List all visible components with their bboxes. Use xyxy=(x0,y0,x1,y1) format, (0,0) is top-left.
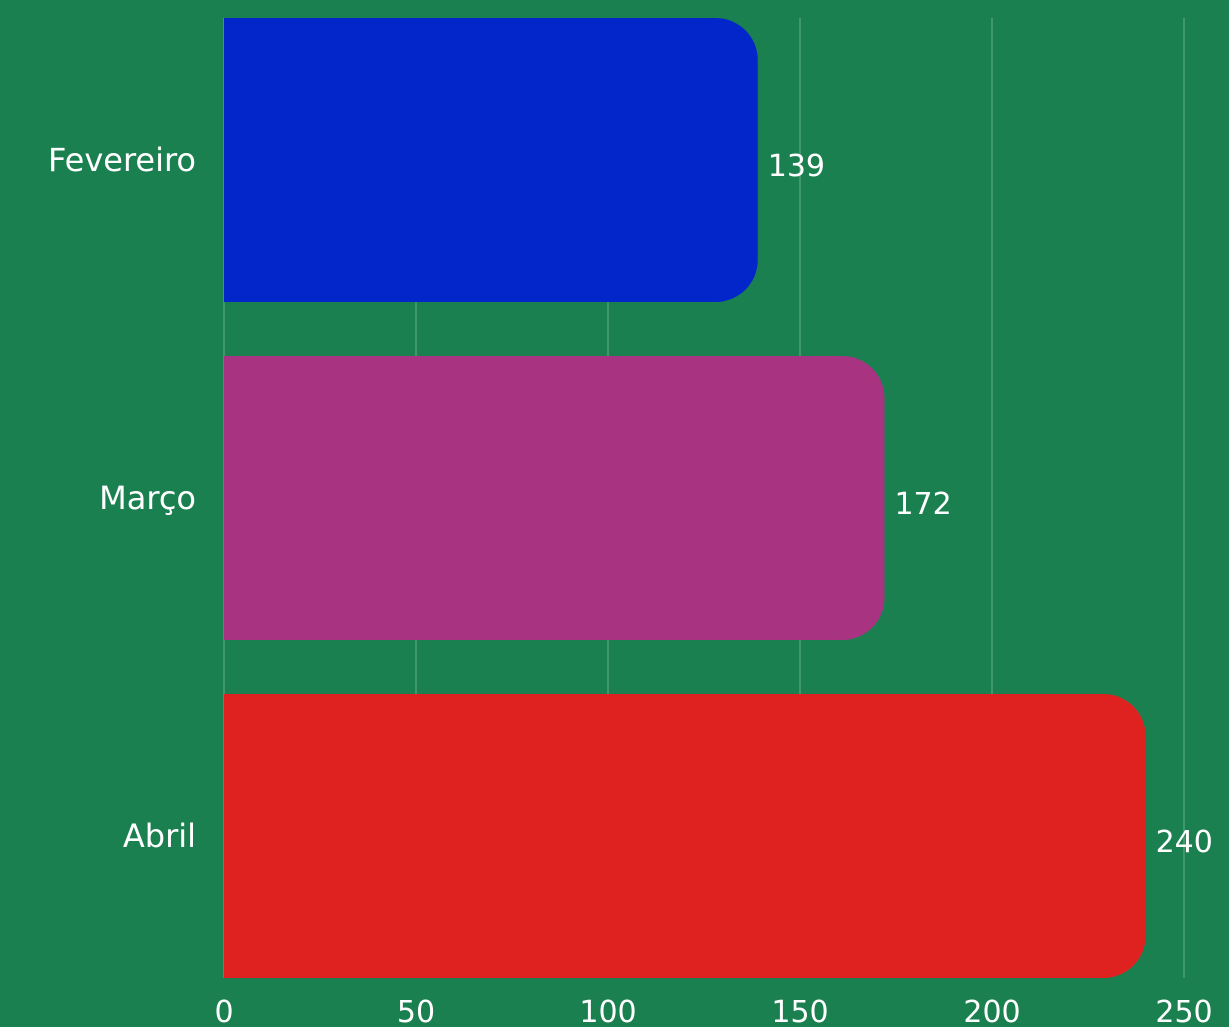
x-tick-label: 150 xyxy=(771,995,828,1027)
category-label: Fevereiro xyxy=(48,141,196,179)
value-label: 240 xyxy=(1156,825,1213,860)
bar-abril xyxy=(224,694,1146,978)
x-tick-label: 0 xyxy=(214,995,233,1027)
category-label: Abril xyxy=(123,817,196,855)
x-tick-label: 250 xyxy=(1155,995,1212,1027)
value-label: 172 xyxy=(894,487,951,522)
category-label: Março xyxy=(99,479,196,517)
x-axis-tick-labels: 0 50 100 150 200 250 xyxy=(214,995,1212,1027)
bar-fevereiro xyxy=(224,18,758,302)
x-tick-label: 50 xyxy=(397,995,435,1027)
value-label: 139 xyxy=(768,149,825,184)
bars xyxy=(224,18,1146,978)
bar-março xyxy=(224,356,885,640)
x-tick-label: 100 xyxy=(579,995,636,1027)
x-tick-label: 200 xyxy=(963,995,1020,1027)
value-labels: 139 172 240 xyxy=(768,149,1213,860)
category-labels: Fevereiro Março Abril xyxy=(48,141,196,855)
